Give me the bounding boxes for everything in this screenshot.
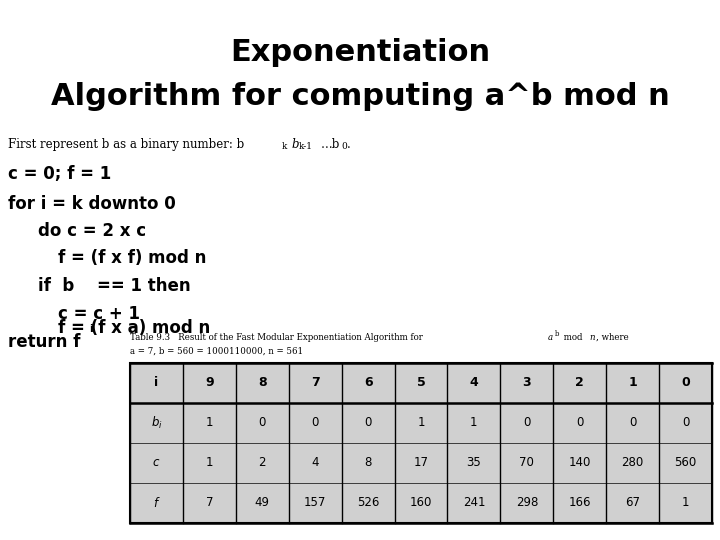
Text: c = 0; f = 1: c = 0; f = 1 bbox=[8, 165, 112, 183]
Text: 526: 526 bbox=[357, 496, 379, 510]
Text: 241: 241 bbox=[463, 496, 485, 510]
Text: 4: 4 bbox=[312, 456, 319, 469]
Text: 157: 157 bbox=[304, 496, 326, 510]
Text: 49: 49 bbox=[255, 496, 270, 510]
Text: …b: …b bbox=[321, 138, 341, 151]
Text: .: . bbox=[347, 138, 351, 151]
Text: 2: 2 bbox=[575, 376, 584, 389]
Text: 298: 298 bbox=[516, 496, 538, 510]
Text: 1: 1 bbox=[418, 416, 425, 429]
Text: 280: 280 bbox=[621, 456, 644, 469]
Text: f = (f x a) mod n: f = (f x a) mod n bbox=[58, 319, 210, 337]
Text: $c$: $c$ bbox=[153, 456, 161, 469]
Text: if  b: if b bbox=[38, 277, 74, 295]
Text: mod: mod bbox=[561, 333, 585, 342]
Text: 0: 0 bbox=[312, 416, 319, 429]
Text: 7: 7 bbox=[311, 376, 320, 389]
Text: 0: 0 bbox=[364, 416, 372, 429]
Text: a = 7, b = 560 = 1000110000, n = 561: a = 7, b = 560 = 1000110000, n = 561 bbox=[130, 347, 303, 356]
Text: 8: 8 bbox=[364, 456, 372, 469]
Text: 0: 0 bbox=[258, 416, 266, 429]
Text: 7: 7 bbox=[206, 496, 213, 510]
Text: 4: 4 bbox=[469, 376, 478, 389]
Text: 0: 0 bbox=[681, 376, 690, 389]
Text: 0: 0 bbox=[523, 416, 531, 429]
Text: $f$: $f$ bbox=[153, 496, 161, 510]
Text: 35: 35 bbox=[467, 456, 481, 469]
Text: 5: 5 bbox=[417, 376, 426, 389]
Text: k-1: k-1 bbox=[299, 142, 313, 151]
Text: a: a bbox=[548, 333, 553, 342]
Text: 0: 0 bbox=[629, 416, 636, 429]
Text: 1: 1 bbox=[206, 416, 213, 429]
Text: 17: 17 bbox=[413, 456, 428, 469]
Text: 560: 560 bbox=[675, 456, 697, 469]
Text: 1: 1 bbox=[470, 416, 477, 429]
Text: 140: 140 bbox=[569, 456, 591, 469]
Text: , where: , where bbox=[596, 333, 629, 342]
Bar bbox=[130, 363, 712, 523]
Text: 1: 1 bbox=[629, 376, 637, 389]
Text: Table 9.3   Result of the Fast Modular Exponentiation Algorithm for: Table 9.3 Result of the Fast Modular Exp… bbox=[130, 333, 426, 342]
Text: n: n bbox=[589, 333, 595, 342]
Text: 0: 0 bbox=[341, 142, 347, 151]
Text: f = (f x f) mod n: f = (f x f) mod n bbox=[58, 249, 207, 267]
Text: i: i bbox=[154, 376, 158, 389]
Text: Algorithm for computing a^b mod n: Algorithm for computing a^b mod n bbox=[50, 82, 670, 111]
Text: k: k bbox=[282, 142, 287, 151]
Text: 67: 67 bbox=[625, 496, 640, 510]
Text: 0: 0 bbox=[576, 416, 583, 429]
Text: == 1 then: == 1 then bbox=[97, 277, 191, 295]
Text: 8: 8 bbox=[258, 376, 266, 389]
Text: 2: 2 bbox=[258, 456, 266, 469]
Text: 70: 70 bbox=[519, 456, 534, 469]
Text: do c = 2 x c: do c = 2 x c bbox=[38, 222, 146, 240]
Text: c = c + 1: c = c + 1 bbox=[58, 305, 140, 323]
Text: 0: 0 bbox=[682, 416, 689, 429]
Text: i: i bbox=[89, 324, 93, 334]
Text: b: b bbox=[555, 330, 559, 338]
Text: $b_i$: $b_i$ bbox=[150, 415, 162, 431]
Text: return f: return f bbox=[8, 333, 81, 351]
Text: b: b bbox=[291, 138, 299, 151]
Text: 166: 166 bbox=[569, 496, 591, 510]
Text: 1: 1 bbox=[206, 456, 213, 469]
Text: 6: 6 bbox=[364, 376, 372, 389]
Text: First represent b as a binary number: b: First represent b as a binary number: b bbox=[8, 138, 244, 151]
Text: for i = k downto 0: for i = k downto 0 bbox=[8, 195, 176, 213]
Text: 9: 9 bbox=[205, 376, 214, 389]
Text: 160: 160 bbox=[410, 496, 432, 510]
Text: 3: 3 bbox=[523, 376, 531, 389]
Text: Exponentiation: Exponentiation bbox=[230, 38, 490, 67]
Text: 1: 1 bbox=[682, 496, 689, 510]
